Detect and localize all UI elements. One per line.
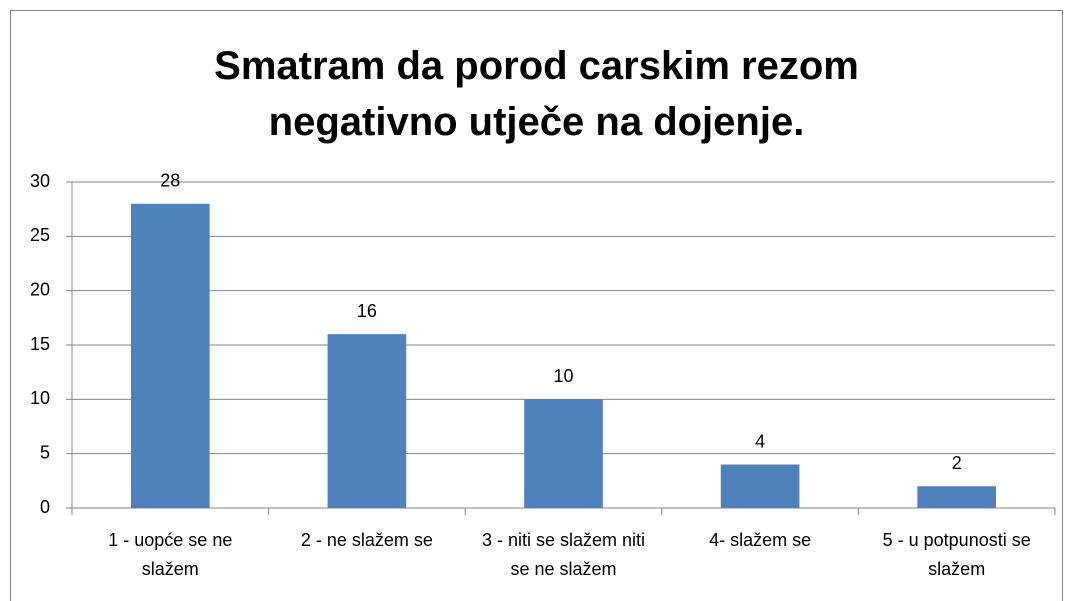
- y-tick-label: 20: [30, 279, 50, 299]
- bar: [130, 203, 210, 508]
- x-tick-label: 2 - ne slažem se: [300, 530, 433, 550]
- data-label: 10: [553, 366, 573, 386]
- data-label: 16: [357, 301, 377, 321]
- bar: [720, 464, 800, 508]
- y-tick-label: 15: [30, 334, 50, 354]
- bar: [917, 486, 997, 508]
- data-label: 2: [952, 453, 962, 473]
- y-tick-label: 30: [30, 171, 50, 191]
- x-tick-label: 4- slažem se: [709, 530, 812, 550]
- data-label: 4: [755, 431, 765, 451]
- chart-title: Smatram da porod carskim rezom negativno…: [214, 44, 859, 144]
- y-tick-label: 0: [40, 497, 50, 517]
- x-tick-label: 1 - uopće se ne slažem: [108, 530, 233, 579]
- y-tick-label: 5: [40, 442, 50, 462]
- x-tick-label: 5 - u potpunosti se slažem: [882, 530, 1031, 579]
- bar: [524, 399, 603, 508]
- data-label: 28: [160, 170, 180, 190]
- y-tick-label: 10: [30, 388, 50, 408]
- y-tick-label: 25: [30, 225, 50, 245]
- bar: [327, 334, 407, 508]
- chart-border: [10, 10, 1063, 601]
- x-tick-label: 3 - niti se slažem niti se ne slažem: [481, 530, 646, 579]
